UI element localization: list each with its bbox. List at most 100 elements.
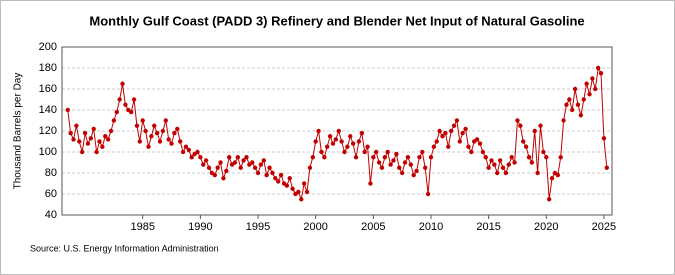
- x-tick-label: 1990: [188, 221, 212, 233]
- data-point: [163, 118, 168, 123]
- data-point: [526, 155, 532, 160]
- data-point: [595, 65, 601, 71]
- y-tick-label: 200: [39, 41, 57, 53]
- data-point: [232, 160, 238, 165]
- plot-border: [61, 46, 613, 216]
- data-point: [535, 170, 540, 176]
- data-point: [149, 134, 154, 139]
- data-point: [558, 155, 563, 160]
- data-point: [492, 162, 497, 167]
- y-tick-label: 160: [39, 83, 57, 95]
- data-point: [146, 144, 151, 149]
- data-point: [206, 165, 212, 170]
- data-point: [97, 139, 102, 144]
- data-point: [549, 176, 555, 181]
- data-point: [538, 123, 543, 128]
- data-point: [108, 128, 114, 134]
- data-point: [218, 160, 223, 165]
- data-point: [301, 181, 307, 186]
- data-point: [250, 160, 255, 165]
- data-point: [103, 134, 108, 139]
- y-axis-label: Thousand Barrels per Day: [13, 73, 24, 190]
- data-point: [466, 144, 471, 149]
- data-point: [143, 128, 148, 134]
- data-point: [555, 172, 561, 178]
- data-point: [85, 141, 91, 146]
- data-point: [123, 102, 128, 107]
- data-point: [593, 86, 598, 92]
- data-point: [169, 141, 174, 146]
- data-point: [434, 139, 439, 144]
- data-point: [362, 149, 367, 155]
- x-tick-label: 2020: [534, 221, 558, 233]
- y-tick-label: 140: [39, 104, 57, 116]
- data-point: [258, 162, 264, 167]
- data-point: [342, 149, 347, 155]
- data-point: [221, 176, 226, 181]
- data-point: [330, 141, 336, 146]
- data-point: [183, 144, 189, 149]
- data-point: [287, 176, 292, 181]
- data-point: [310, 155, 315, 160]
- data-point: [157, 139, 163, 144]
- y-tick-label: 100: [39, 146, 57, 158]
- data-point: [105, 137, 111, 142]
- data-point: [587, 92, 592, 97]
- data-point: [345, 144, 350, 149]
- data-point: [399, 170, 405, 176]
- data-point: [604, 165, 610, 170]
- data-point: [117, 97, 122, 102]
- data-point: [255, 170, 261, 176]
- x-tick-label: 2005: [361, 221, 385, 233]
- data-point: [319, 149, 324, 155]
- source-note: Source: U.S. Energy Information Administ…: [30, 243, 219, 253]
- data-point: [299, 197, 304, 202]
- data-point: [226, 155, 232, 160]
- data-point: [333, 137, 339, 142]
- data-point: [506, 162, 512, 167]
- data-point: [273, 176, 278, 181]
- data-point: [353, 155, 359, 160]
- data-point: [469, 149, 474, 155]
- data-point: [590, 76, 595, 81]
- data-point: [570, 107, 575, 113]
- data-point: [359, 130, 364, 136]
- data-point: [529, 160, 535, 165]
- data-point: [201, 162, 206, 167]
- data-point: [120, 81, 125, 86]
- data-point: [186, 147, 192, 153]
- y-tick-label: 80: [45, 167, 57, 179]
- data-point: [379, 165, 385, 170]
- data-point: [77, 139, 82, 144]
- data-point: [394, 151, 399, 157]
- data-point: [503, 170, 509, 176]
- data-point: [82, 130, 88, 136]
- data-point: [457, 139, 462, 144]
- data-point: [244, 155, 249, 160]
- data-point: [140, 118, 145, 123]
- data-point: [463, 126, 468, 132]
- data-point: [446, 144, 451, 149]
- data-point: [584, 81, 589, 86]
- data-point: [134, 123, 140, 128]
- data-point: [500, 165, 506, 170]
- data-point: [152, 123, 157, 128]
- data-point: [336, 128, 341, 134]
- data-point: [284, 183, 290, 188]
- data-point: [68, 130, 73, 136]
- data-point: [189, 155, 194, 160]
- data-point: [480, 149, 486, 155]
- data-point: [402, 160, 408, 165]
- data-point: [477, 141, 483, 146]
- data-point: [601, 136, 607, 141]
- data-point: [368, 181, 373, 186]
- data-point: [264, 172, 269, 178]
- x-tick-label: 2015: [476, 221, 500, 233]
- data-point: [261, 158, 266, 163]
- data-point: [561, 118, 566, 123]
- data-point: [371, 155, 376, 160]
- data-point: [578, 113, 584, 118]
- data-point: [91, 126, 96, 132]
- data-point: [376, 160, 382, 165]
